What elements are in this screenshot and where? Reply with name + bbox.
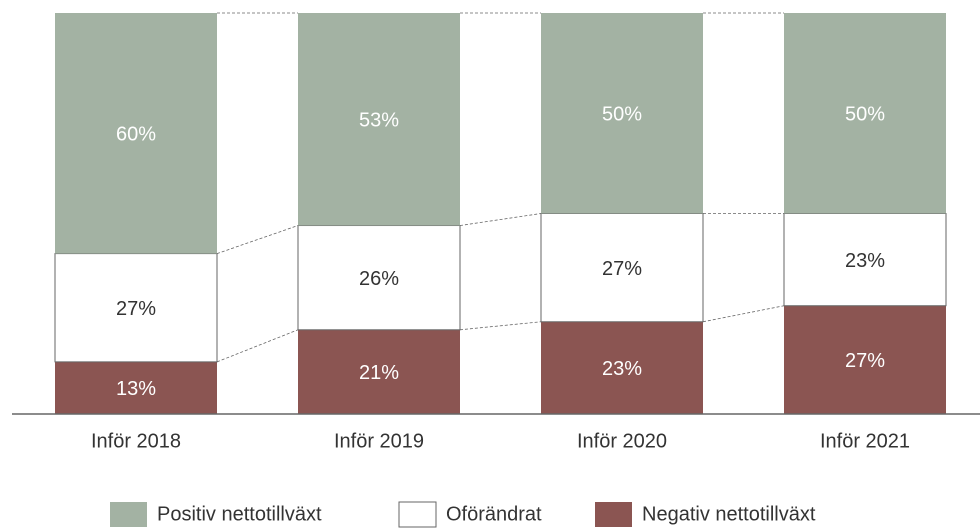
legend-swatch [110,502,147,527]
x-tick-label: Inför 2019 [334,430,424,452]
data-label: 50% [845,104,885,126]
bar-segment [55,361,217,414]
bar-segment [784,305,946,414]
legend-label: Positiv nettotillväxt [157,503,322,525]
bar-segment [297,225,461,331]
x-tick-label: Inför 2018 [91,430,181,452]
bar-segment [540,213,704,323]
x-tick-label: Inför 2020 [577,430,667,452]
legend-label: Negativ nettotillväxt [642,503,816,525]
bar-segment [541,321,703,414]
connector [216,225,299,254]
connector [702,305,785,323]
data-label: 13% [116,378,156,400]
legend-label: Oförändrat [446,503,542,525]
data-label: 27% [602,258,642,280]
connector [459,321,542,331]
bar-segment [54,253,218,363]
legend-swatch [398,501,437,528]
data-label: 27% [116,298,156,320]
data-label: 60% [116,124,156,146]
bar-segment [784,13,946,214]
x-tick-label: Inför 2021 [820,430,910,452]
data-label: 53% [359,110,399,132]
bar-segment [541,13,703,214]
data-label: 27% [845,350,885,372]
connector [216,329,299,363]
bar-segment [298,329,460,414]
legend-swatch [595,502,632,527]
data-label: 23% [602,358,642,380]
data-label: 26% [359,268,399,290]
bar-segment [298,13,460,226]
connector [459,213,542,226]
data-label: 23% [845,250,885,272]
bar-segment [55,13,217,254]
data-label: 50% [602,104,642,126]
data-label: 21% [359,362,399,384]
